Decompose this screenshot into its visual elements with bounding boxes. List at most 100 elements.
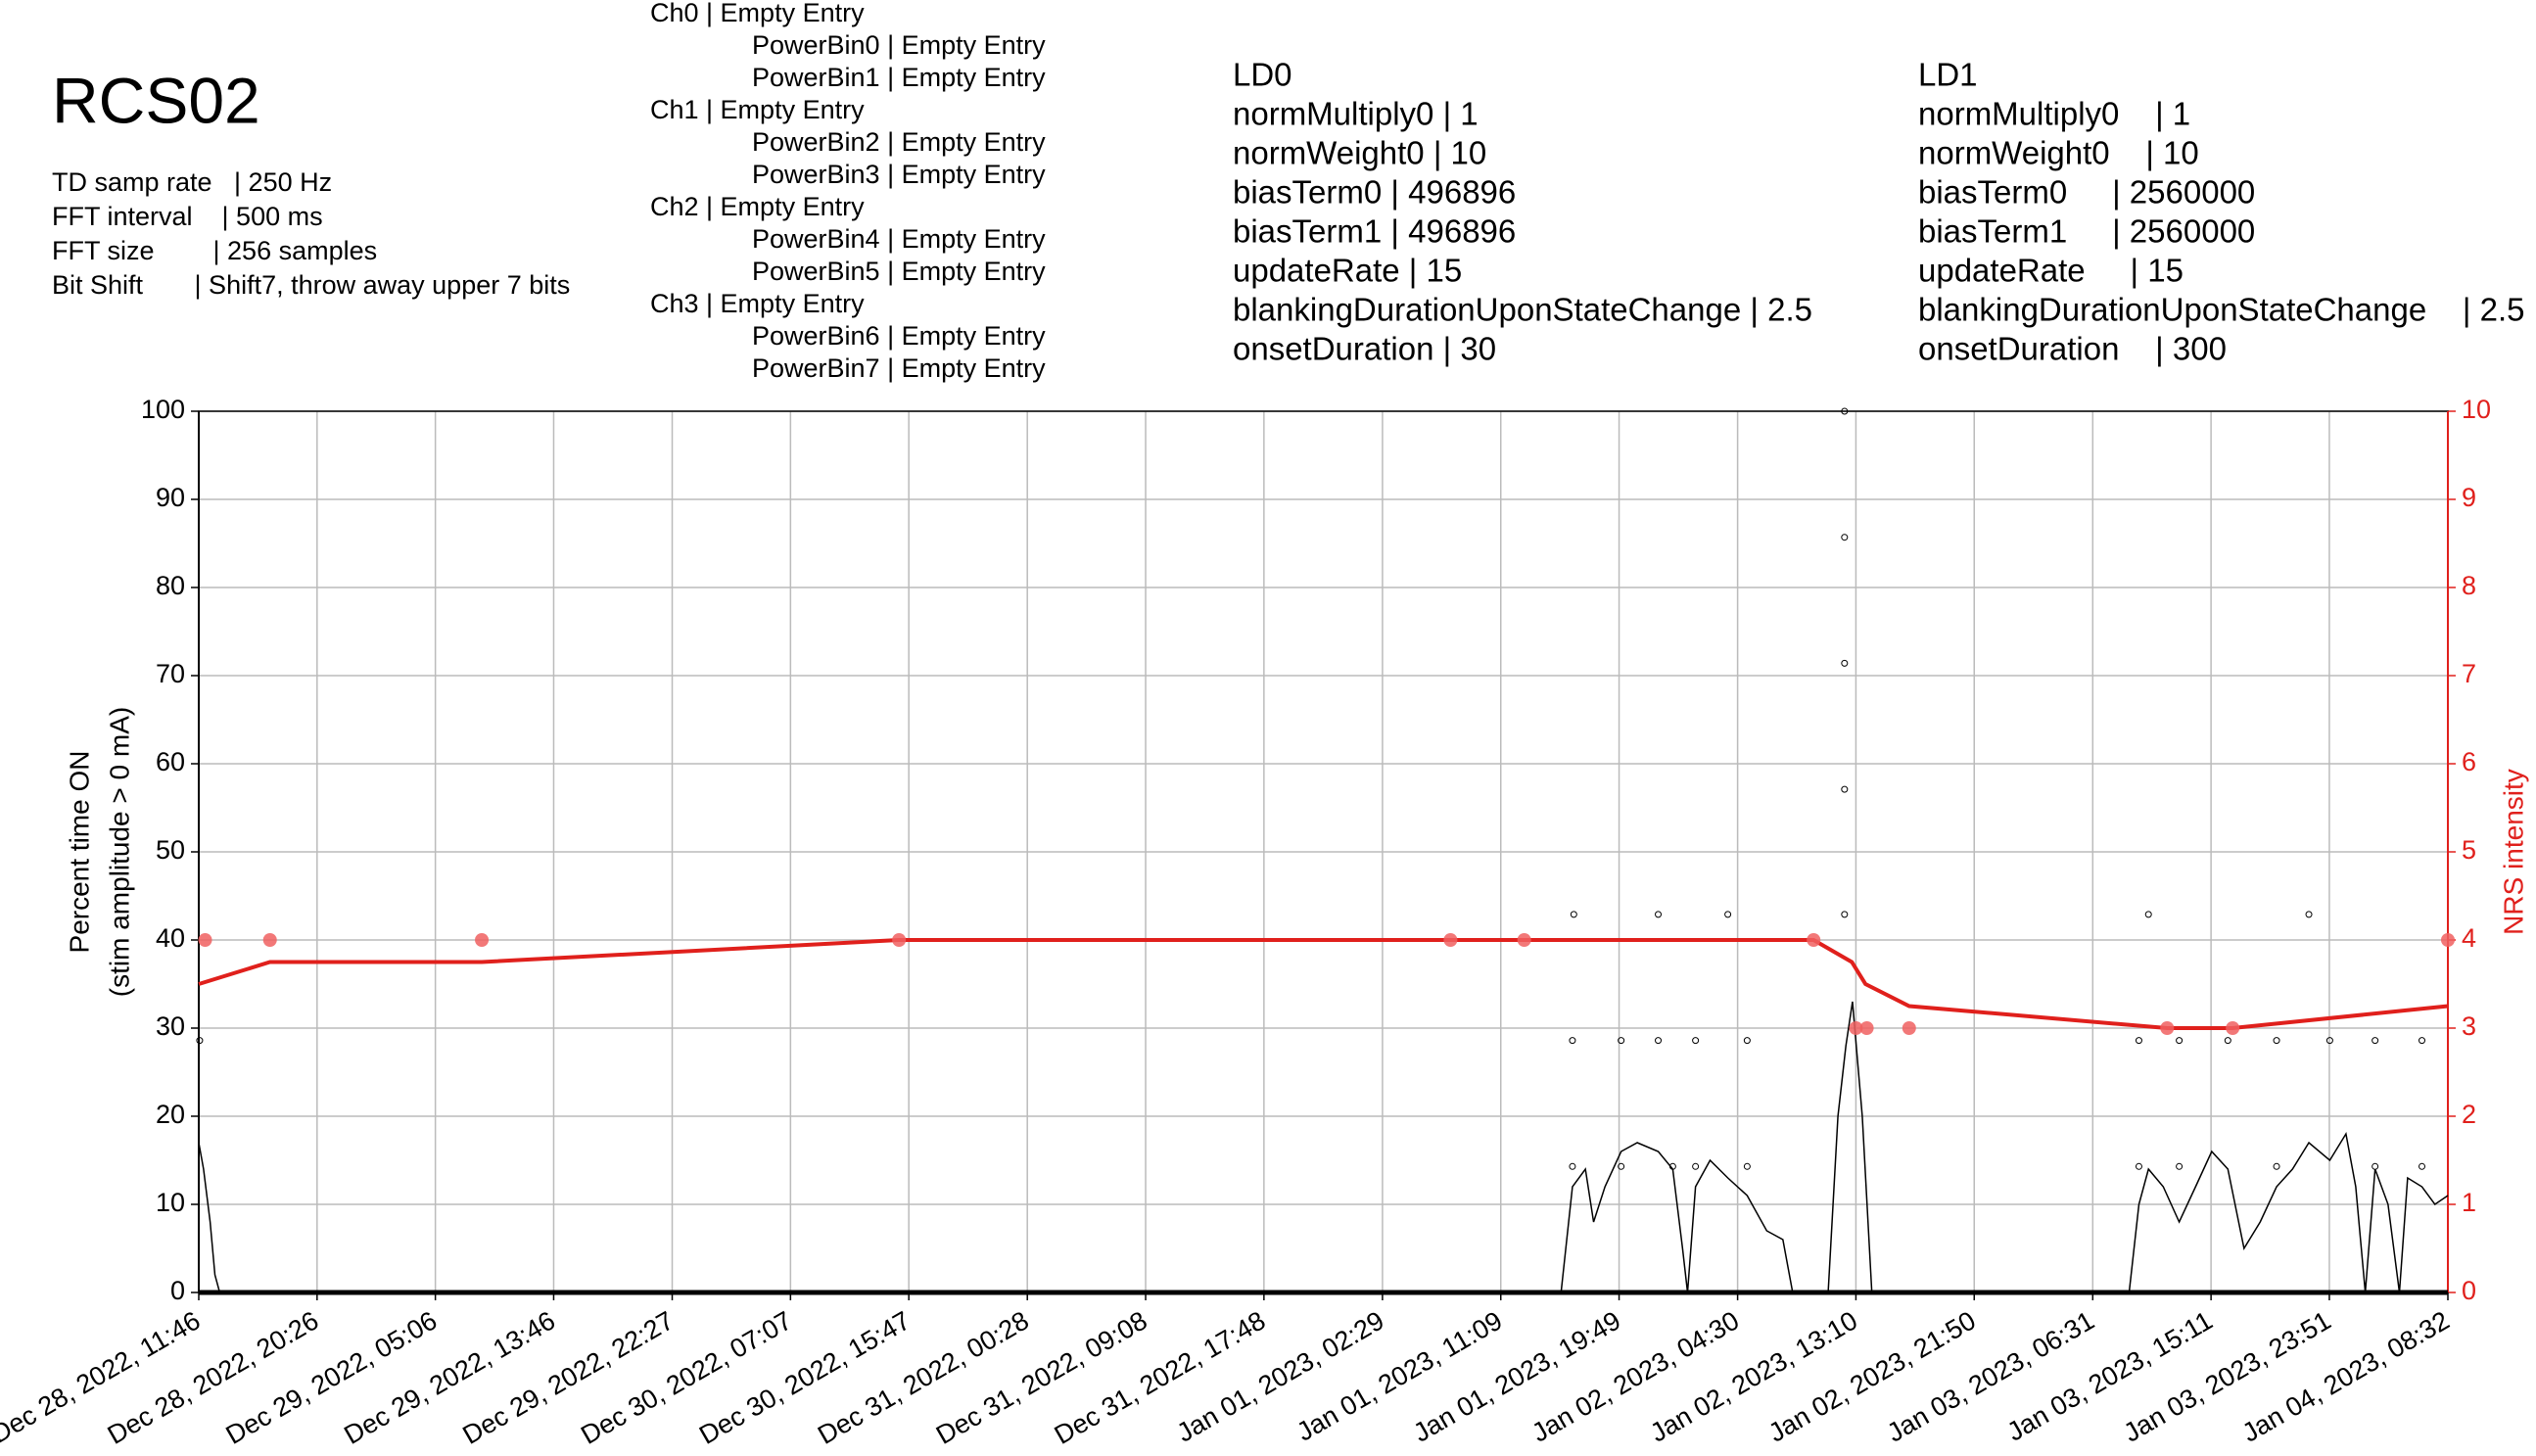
x-tick-label: Jan 02, 2023, 13:10: [1645, 1305, 1862, 1447]
td-setting: FFT size | 256 samples: [52, 236, 377, 265]
td-setting: TD samp rate | 250 Hz: [52, 167, 332, 197]
y2-axis-label: NRS intensity: [2498, 769, 2528, 935]
y-tick-label: 20: [156, 1100, 185, 1129]
percent-marker: [2176, 1162, 2184, 1170]
x-tick-label: Dec 29, 2022, 22:27: [457, 1305, 679, 1450]
percent-marker: [1618, 1162, 1625, 1170]
percent-marker: [1569, 1037, 1576, 1045]
x-tick-label: Dec 28, 2022, 20:26: [103, 1305, 324, 1450]
percent-marker: [2176, 1037, 2184, 1045]
power-channel: Ch2 | Empty Entry: [650, 192, 865, 221]
power-channel: PowerBin0 | Empty Entry: [752, 30, 1046, 60]
power-channel: PowerBin4 | Empty Entry: [752, 224, 1046, 254]
nrs-point: [1849, 1021, 1863, 1035]
plot-area: 0 10 20 30 40 50 60 70 80 90 100 0 1 2 3 4 5 6 7 8 9 10 Dec 28…: [0, 395, 2491, 1450]
nrs-point: [1859, 1021, 1874, 1035]
nrs-point: [475, 933, 490, 947]
nrs-point: [1517, 933, 1531, 947]
percent-marker: [2419, 1037, 2426, 1045]
nrs-point: [1902, 1021, 1916, 1035]
y-axis-label: Percent time ON: [64, 751, 94, 954]
ld-title: LD0: [1233, 57, 1292, 93]
power-channel: PowerBin3 | Empty Entry: [752, 160, 1046, 189]
power-channel: PowerBin2 | Empty Entry: [752, 127, 1046, 157]
ld-param: onsetDuration | 30: [1233, 331, 1496, 367]
ld-param: blankingDurationUponStateChange | 2.5: [1918, 292, 2525, 328]
percent-line: [198, 1001, 2449, 1293]
nrs-point: [2441, 933, 2455, 947]
percent-marker: [1569, 1162, 1576, 1170]
nrs-point: [892, 933, 907, 947]
td-setting: FFT interval | 500 ms: [52, 202, 323, 231]
x-tick-label: Jan 02, 2023, 04:30: [1526, 1305, 1744, 1447]
ld-param: normMultiply0 | 1: [1918, 96, 2190, 132]
percent-marker: [2273, 1162, 2280, 1170]
ld-title: LD1: [1918, 57, 1978, 93]
ld-param: biasTerm1 | 496896: [1233, 213, 1516, 250]
percent-marker: [1618, 1037, 1625, 1045]
percent-marker: [1655, 1037, 1663, 1045]
page-title: RCS02: [52, 64, 260, 136]
percent-marker: [1743, 1162, 1751, 1170]
percent-marker: [2273, 1037, 2280, 1045]
x-tick-label: Jan 04, 2023, 08:32: [2237, 1305, 2455, 1447]
percent-marker: [2325, 1037, 2333, 1045]
power-channel: PowerBin6 | Empty Entry: [752, 321, 1046, 351]
y2-tick-label: 6: [2462, 747, 2476, 776]
x-tick-label: Dec 31, 2022, 09:08: [931, 1305, 1152, 1450]
power-channel: Ch3 | Empty Entry: [650, 289, 865, 318]
y-tick-label: 50: [156, 835, 185, 865]
y-tick-label: 40: [156, 923, 185, 953]
nrs-line: [198, 938, 2449, 1030]
x-tick-label: Jan 03, 2023, 15:11: [2002, 1305, 2218, 1446]
y2-tick-label: 2: [2462, 1100, 2476, 1129]
ld-param: biasTerm1 | 2560000: [1918, 213, 2255, 250]
percent-marker: [1841, 659, 1849, 667]
ld-param: normMultiply0 | 1: [1233, 96, 1479, 132]
y2-tick-label: 3: [2462, 1011, 2476, 1041]
x-tick-label: Jan 03, 2023, 23:51: [2119, 1305, 2336, 1447]
percent-marker: [1570, 911, 1577, 918]
percent-marker: [1668, 1162, 1676, 1170]
power-channel: Ch0 | Empty Entry: [650, 0, 865, 27]
percent-marker: [2372, 1162, 2379, 1170]
ld-param: onsetDuration | 300: [1918, 331, 2227, 367]
y-tick-label: 0: [170, 1276, 185, 1305]
x-tick-label: Dec 29, 2022, 13:46: [339, 1305, 560, 1450]
y2-tick-label: 9: [2462, 483, 2476, 512]
y-tick-label: 60: [156, 747, 185, 776]
y2-tick-label: 8: [2462, 571, 2476, 600]
y2-tick-label: 0: [2462, 1276, 2476, 1305]
x-tick-label: Jan 03, 2023, 06:31: [1882, 1305, 2099, 1447]
percent-marker: [1655, 911, 1663, 918]
x-tick-label: Dec 28, 2022, 11:46: [0, 1305, 206, 1449]
percent-marker: [2372, 1037, 2379, 1045]
percent-marker: [2419, 1162, 2426, 1170]
y2-tick-label: 4: [2462, 923, 2476, 953]
ld-param: blankingDurationUponStateChange | 2.5: [1233, 292, 1812, 328]
percent-marker: [1841, 911, 1849, 918]
nrs-point: [198, 933, 212, 947]
percent-marker: [1841, 534, 1849, 541]
x-tick-label: Dec 30, 2022, 15:47: [694, 1305, 916, 1450]
td-setting: Bit Shift | Shift7, throw away upper 7 b…: [52, 270, 570, 300]
y-axis-label: (stim amplitude > 0 mA): [104, 707, 134, 997]
nrs-point: [1807, 933, 1821, 947]
percent-marker: [2135, 1037, 2142, 1045]
percent-marker: [2144, 911, 2152, 918]
y-tick-label: 70: [156, 659, 185, 688]
x-tick-label: Dec 29, 2022, 05:06: [221, 1305, 443, 1450]
x-tick-label: Jan 02, 2023, 21:50: [1763, 1305, 1981, 1447]
nrs-point: [2226, 1021, 2240, 1035]
x-tick-label: Dec 31, 2022, 17:48: [1050, 1305, 1271, 1450]
percent-marker: [2305, 911, 2313, 918]
y2-tick-label: 10: [2462, 395, 2491, 424]
x-tick-label: Jan 01, 2023, 19:49: [1408, 1305, 1625, 1447]
power-channel: PowerBin1 | Empty Entry: [752, 63, 1046, 92]
y-tick-label: 30: [156, 1011, 185, 1041]
percent-marker: [2135, 1162, 2142, 1170]
y-tick-label: 80: [156, 571, 185, 600]
percent-marker: [1841, 785, 1849, 793]
